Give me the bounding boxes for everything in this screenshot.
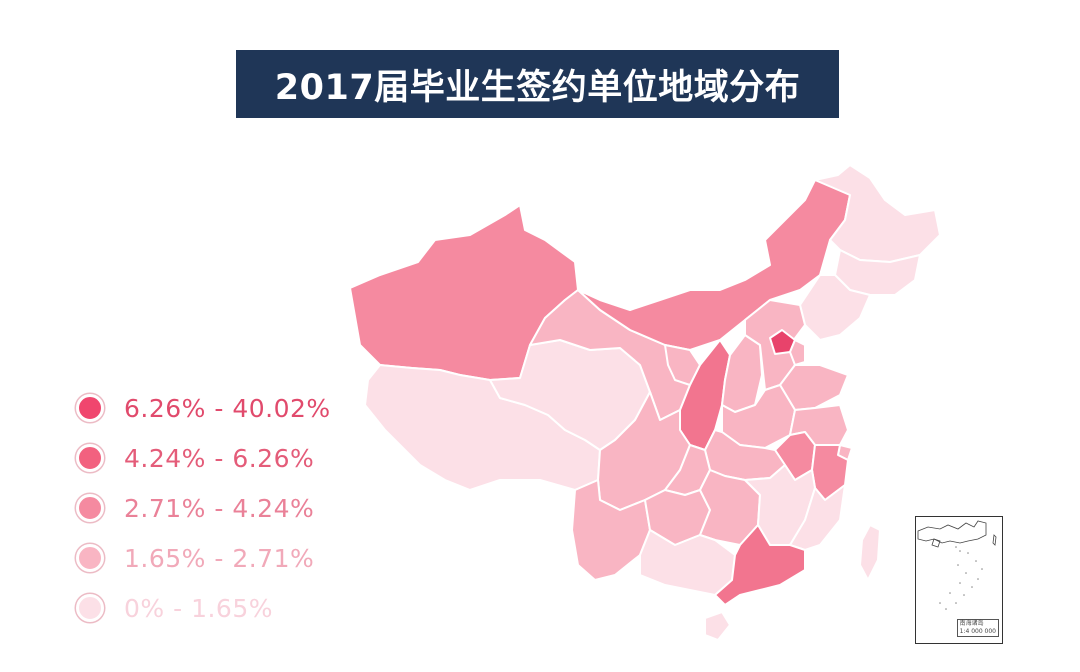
inset-map — [917, 520, 997, 610]
inset-caption-title: 南海诸岛 — [959, 620, 984, 627]
region-fujian[interactable] — [789, 484, 846, 551]
region-heilongjiang[interactable] — [814, 164, 941, 263]
region-guangdong[interactable] — [714, 524, 806, 606]
legend-label: 2.71% - 4.24% — [124, 493, 315, 523]
legend-item: 2.71% - 4.24% — [76, 488, 314, 528]
region-tianjin[interactable] — [789, 339, 806, 366]
inset-caption-scale: 1:4 000 000 — [959, 628, 996, 635]
region-shanxi[interactable] — [721, 334, 763, 413]
legend-item: 4.24% - 6.26% — [76, 438, 314, 478]
legend-label: 0% - 1.65% — [124, 593, 273, 623]
south-china-sea-inset: 南海诸岛 1:4 000 000 — [915, 516, 1003, 644]
map-title: 2017届毕业生签约单位地域分布 — [274, 67, 801, 108]
legend-color-swatch — [76, 544, 104, 572]
inset-caption: 南海诸岛 1:4 000 000 — [956, 619, 999, 637]
legend-label: 4.24% - 6.26% — [124, 443, 315, 473]
legend-color-swatch — [76, 594, 104, 622]
legend-color-swatch — [76, 394, 104, 422]
legend-item: 1.65% - 2.71% — [76, 538, 314, 578]
title-banner: 2017届毕业生签约单位地域分布 — [236, 50, 839, 118]
legend-item: 6.26% - 40.02% — [76, 388, 331, 428]
legend-label: 1.65% - 2.71% — [124, 543, 315, 573]
legend-item: 0% - 1.65% — [76, 588, 273, 628]
legend-label: 6.26% - 40.02% — [124, 393, 331, 423]
legend-color-swatch — [76, 494, 104, 522]
region-taiwan[interactable] — [859, 524, 881, 581]
region-hainan[interactable] — [704, 611, 731, 641]
legend-color-swatch — [76, 444, 104, 472]
